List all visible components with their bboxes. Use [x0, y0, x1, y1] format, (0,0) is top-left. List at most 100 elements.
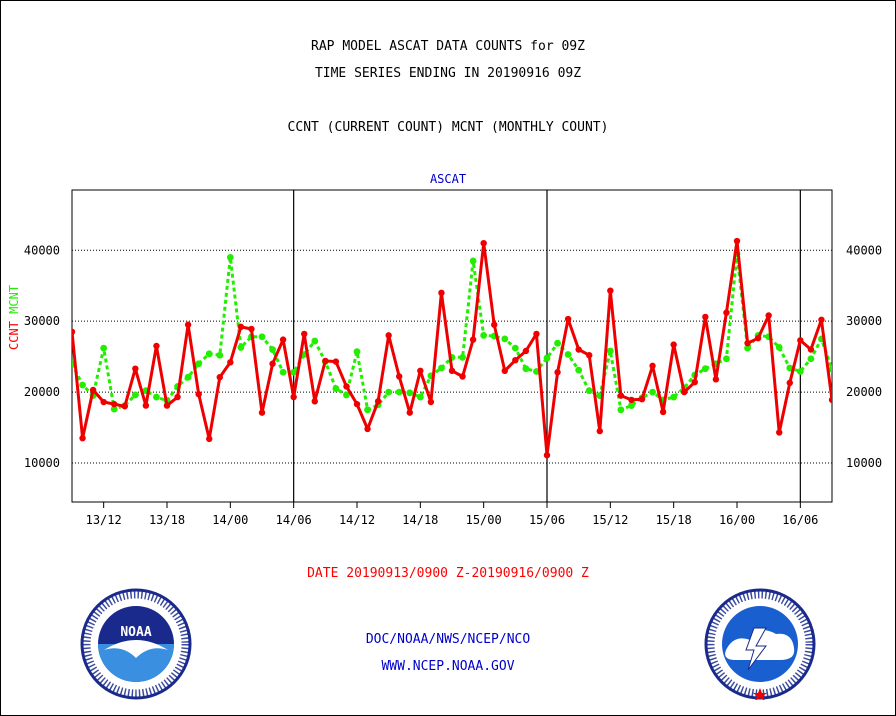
- data-point-mcnt: [332, 385, 340, 392]
- data-point-ccnt: [501, 367, 508, 375]
- data-point-ccnt: [153, 342, 160, 350]
- data-point-ccnt: [628, 396, 635, 404]
- data-point-ccnt: [776, 429, 783, 436]
- national-weather-service-logo-icon: [704, 588, 816, 700]
- data-point-ccnt: [554, 369, 561, 376]
- title-line-1: RAP MODEL ASCAT DATA COUNTS for 09Z: [311, 39, 585, 54]
- y-tick-label-left: 10000: [24, 456, 60, 470]
- x-tick-label: 14/18: [402, 513, 438, 527]
- data-point-mcnt: [543, 354, 551, 362]
- data-point-mcnt: [459, 353, 466, 361]
- data-point-ccnt: [797, 337, 804, 344]
- data-point-mcnt: [416, 393, 424, 401]
- data-point-ccnt: [100, 398, 107, 406]
- data-point-mcnt: [522, 365, 530, 373]
- data-point-ccnt: [575, 346, 582, 353]
- data-point-ccnt: [248, 325, 255, 333]
- data-point-ccnt: [586, 352, 593, 359]
- data-point-ccnt: [459, 373, 466, 380]
- y-tick-label-right: 30000: [846, 314, 882, 328]
- data-point-mcnt: [585, 387, 593, 395]
- data-point-ccnt: [533, 330, 540, 338]
- series-line-ccnt: [72, 239, 832, 457]
- data-point-mcnt: [554, 339, 561, 347]
- data-point-ccnt: [691, 378, 698, 386]
- data-point-mcnt: [511, 344, 519, 352]
- data-point-mcnt: [786, 364, 794, 372]
- x-tick-label: 15/00: [466, 513, 502, 527]
- data-point-ccnt: [427, 398, 435, 406]
- data-point-ccnt: [258, 409, 266, 416]
- data-point-mcnt: [606, 347, 614, 355]
- data-point-mcnt: [205, 350, 213, 358]
- data-point-mcnt: [723, 355, 730, 363]
- data-point-mcnt: [131, 391, 139, 399]
- data-point-ccnt: [712, 376, 720, 383]
- data-point-ccnt: [227, 359, 234, 366]
- data-point-mcnt: [311, 337, 319, 345]
- data-point-mcnt: [290, 368, 298, 376]
- x-tick-label: 14/12: [339, 513, 375, 527]
- data-point-mcnt: [775, 344, 783, 351]
- data-point-ccnt: [111, 400, 118, 408]
- data-point-ccnt: [374, 398, 382, 405]
- data-point-ccnt: [702, 313, 709, 321]
- data-point-ccnt: [195, 391, 202, 398]
- x-tick-label: 15/12: [592, 513, 628, 527]
- data-point-ccnt: [163, 402, 171, 409]
- data-point-ccnt: [279, 336, 287, 343]
- date-range: DATE 20190913/0900 Z-20190916/0900 Z: [307, 566, 589, 581]
- data-point-ccnt: [72, 328, 76, 336]
- data-point-mcnt: [406, 389, 414, 397]
- data-point-ccnt: [670, 341, 677, 348]
- data-point-ccnt: [406, 409, 413, 416]
- data-point-ccnt: [564, 315, 572, 323]
- y-tick-label-right: 40000: [846, 243, 882, 257]
- data-point-mcnt: [279, 368, 287, 376]
- data-point-mcnt: [195, 360, 203, 368]
- data-point-mcnt: [216, 351, 224, 359]
- data-point-mcnt: [649, 388, 656, 396]
- data-point-ccnt: [754, 335, 762, 342]
- x-tick-label: 16/06: [782, 513, 818, 527]
- data-point-ccnt: [438, 289, 445, 297]
- data-point-mcnt: [575, 366, 583, 374]
- x-tick-label: 13/18: [149, 513, 185, 527]
- data-point-ccnt: [786, 379, 793, 387]
- data-point-ccnt: [469, 336, 477, 343]
- data-point-mcnt: [79, 381, 86, 389]
- data-point-ccnt: [269, 360, 276, 367]
- data-point-mcnt: [269, 346, 276, 353]
- data-point-ccnt: [89, 386, 97, 394]
- title-line-2: TIME SERIES ENDING IN 20190916 09Z: [314, 66, 582, 81]
- data-point-ccnt: [174, 393, 181, 401]
- noaa-logo-icon: NOAA: [80, 588, 192, 700]
- data-point-ccnt: [828, 396, 832, 404]
- data-point-mcnt: [807, 355, 815, 363]
- data-point-ccnt: [617, 392, 625, 399]
- y-tick-label-left: 20000: [24, 385, 60, 399]
- data-point-mcnt: [395, 388, 403, 396]
- data-point-mcnt: [501, 335, 509, 343]
- url-link[interactable]: WWW.NCEP.NOAA.GOV: [381, 659, 515, 674]
- data-point-ccnt: [132, 365, 139, 372]
- data-point-ccnt: [237, 323, 245, 331]
- data-point-mcnt: [364, 406, 371, 414]
- data-point-ccnt: [343, 383, 350, 390]
- data-point-ccnt: [301, 330, 308, 338]
- data-point-mcnt: [480, 331, 488, 339]
- data-point-mcnt: [469, 257, 477, 265]
- data-point-ccnt: [638, 395, 646, 403]
- y-tick-label-left: 40000: [24, 243, 60, 257]
- data-point-ccnt: [807, 346, 815, 353]
- x-tick-label: 14/06: [276, 513, 312, 527]
- x-tick-label: 13/12: [86, 513, 122, 527]
- data-point-mcnt: [353, 348, 361, 356]
- data-point-ccnt: [322, 357, 329, 365]
- data-point-ccnt: [543, 452, 551, 459]
- data-point-ccnt: [723, 309, 730, 316]
- data-point-ccnt: [448, 367, 456, 375]
- data-point-mcnt: [796, 368, 804, 375]
- data-point-ccnt: [353, 400, 361, 408]
- x-tick-label: 15/18: [656, 513, 692, 527]
